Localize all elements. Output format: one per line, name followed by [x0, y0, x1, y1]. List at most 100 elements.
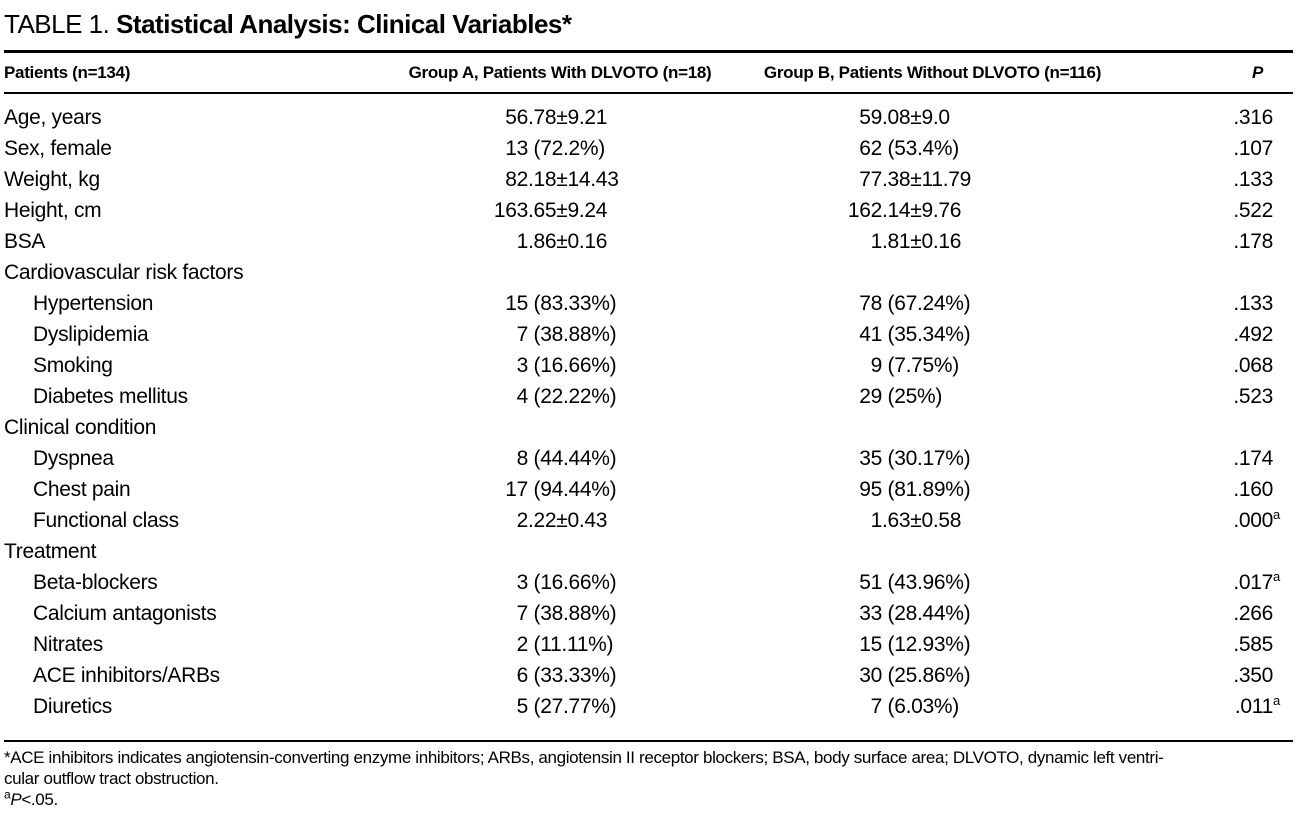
table-row: Chest pain 17 (94.44%) 95 (81.89%) .160 [4, 474, 1293, 505]
group-b-value: 41 (35.34%) [859, 323, 971, 346]
clinical-variables-table: TABLE 1. Statistical Analysis: Clinical … [0, 8, 1297, 810]
p-value: .266 [1233, 602, 1273, 625]
group-a-value: 7 (38.88%) [516, 602, 617, 625]
group-a-value: 7 (38.88%) [516, 323, 617, 346]
group-b-value: 33 (28.44%) [859, 602, 971, 625]
group-b-value: 30 (25.86%) [859, 664, 971, 687]
group-b-value: 1.63±0.58 [870, 509, 962, 532]
rule-header [4, 92, 1293, 94]
group-b-value: 7 (6.03%) [870, 695, 960, 718]
table-number: TABLE 1. [4, 9, 117, 39]
group-b-value: 1.81±0.16 [870, 230, 962, 253]
table-title-text: Statistical Analysis: Clinical Variables… [116, 9, 572, 39]
table-row: ACE inhibitors/ARBs 6 (33.33%) 30 (25.86%)… [4, 660, 1293, 691]
table-row: BSA 1.86±0.16 1.81±0.16 .178 [4, 226, 1293, 257]
table-row: Smoking 3 (16.66%) 9 (7.75%) .068 [4, 350, 1293, 381]
group-a-value: 13 (72.2%) [505, 137, 605, 160]
group-b-value [720, 536, 1145, 567]
table-row: Diabetes mellitus 4 (22.22%) 29 (25%) .523 [4, 381, 1293, 412]
table-row: Dyslipidemia 7 (38.88%) 41 (35.34%) .492 [4, 319, 1293, 350]
group-a-value [400, 257, 720, 288]
row-label: BSA [4, 230, 46, 253]
group-a-value: 1.86±0.16 [516, 230, 608, 253]
row-label: Diuretics [33, 695, 112, 718]
p-value: .585 [1233, 633, 1273, 656]
rule-bottom [4, 740, 1293, 742]
column-header-group-b: Group B, Patients Without DLVOTO (n=116) [763, 63, 1102, 82]
group-b-value: 59.08±9.0 [859, 106, 950, 129]
p-value [1145, 536, 1293, 567]
row-label: Functional class [33, 509, 179, 532]
group-b-value [720, 412, 1145, 443]
table-title: TABLE 1. Statistical Analysis: Clinical … [4, 8, 1293, 40]
group-b-value: 78 (67.24%) [859, 292, 971, 315]
p-value: .316 [1233, 106, 1273, 129]
section-row: Treatment [4, 536, 1293, 567]
row-label: Beta-blockers [33, 571, 158, 594]
group-a-value: 3 (16.66%) [516, 354, 617, 377]
group-b-value: 95 (81.89%) [859, 478, 971, 501]
group-b-value: 51 (43.96%) [859, 571, 971, 594]
footnote-line-1: *ACE inhibitors indicates angiotensin-co… [4, 748, 1164, 767]
table-row: Weight, kg 82.18±14.43 77.38±11.79 .133 [4, 164, 1293, 195]
p-value: .160 [1233, 478, 1273, 501]
p-value: .174 [1233, 447, 1273, 470]
footnotes: *ACE inhibitors indicates angiotensin-co… [4, 747, 1293, 810]
row-label: Smoking [33, 354, 113, 377]
group-a-value: 17 (94.44%) [505, 478, 617, 501]
row-label: Diabetes mellitus [33, 385, 188, 408]
section-label: Treatment [4, 540, 97, 563]
table-row: Hypertension 15 (83.33%) 78 (67.24%) .133 [4, 288, 1293, 319]
p-value: .350 [1233, 664, 1273, 687]
group-a-value: 3 (16.66%) [516, 571, 617, 594]
table-row: Sex, female 13 (72.2%) 62 (53.4%) .107 [4, 133, 1293, 164]
group-b-value [720, 257, 1145, 288]
group-a-value: 4 (22.22%) [516, 385, 617, 408]
group-a-value: 5 (27.77%) [516, 695, 617, 718]
row-label: Age, years [4, 106, 102, 129]
rule-top [4, 50, 1293, 53]
group-a-value: 8 (44.44%) [516, 447, 617, 470]
group-b-value: 77.38±11.79 [859, 168, 972, 191]
row-label: ACE inhibitors/ARBs [33, 664, 220, 687]
significance-marker: a [4, 787, 11, 802]
group-b-value: 15 (12.93%) [859, 633, 971, 656]
group-a-value: 56.78±9.21 [505, 106, 608, 129]
p-value: .133 [1233, 168, 1273, 191]
p-value: .492 [1233, 323, 1273, 346]
p-value: .133 [1233, 292, 1273, 315]
row-label: Chest pain [33, 478, 131, 501]
section-row: Clinical condition [4, 412, 1293, 443]
table-row: Beta-blockers 3 (16.66%) 51 (43.96%) .017a [4, 567, 1293, 598]
group-a-value: 2 (11.11%) [516, 633, 614, 656]
row-label: Nitrates [33, 633, 103, 656]
footnote-line-2: cular outflow tract obstruction. [4, 769, 219, 788]
section-row: Cardiovascular risk factors [4, 257, 1293, 288]
group-b-value: 29 (25%) [859, 385, 943, 408]
group-a-value: 15 (83.33%) [505, 292, 617, 315]
row-label: Weight, kg [4, 168, 100, 191]
section-label: Clinical condition [4, 416, 157, 439]
p-value: .107 [1233, 137, 1273, 160]
p-value: .522 [1233, 199, 1273, 222]
column-header-p: P [1251, 63, 1263, 82]
p-value: .068 [1233, 354, 1273, 377]
group-a-value: 82.18±14.43 [505, 168, 619, 191]
group-b-value: 35 (30.17%) [859, 447, 971, 470]
group-a-value: 2.22±0.43 [516, 509, 608, 532]
row-label: Height, cm [4, 199, 102, 222]
table-row: Height, cm 163.65±9.24 162.14±9.76 .522 [4, 195, 1293, 226]
group-a-value [400, 536, 720, 567]
table-row: Dyspnea 8 (44.44%) 35 (30.17%) .174 [4, 443, 1293, 474]
group-b-value: 9 (7.75%) [870, 354, 960, 377]
section-label: Cardiovascular risk factors [4, 261, 244, 284]
table-row: Calcium antagonists 7 (38.88%) 33 (28.44%)… [4, 598, 1293, 629]
significance-threshold: <.05. [21, 790, 58, 809]
row-label: Sex, female [4, 137, 112, 160]
p-value [1145, 257, 1293, 288]
table-row: Age, years 56.78±9.21 59.08±9.0 .316 [4, 102, 1293, 133]
p-value [1145, 412, 1293, 443]
table-row: Diuretics 5 (27.77%) 7 (6.03%) .011a [4, 691, 1293, 722]
group-a-value [400, 412, 720, 443]
group-a-value: 163.65±9.24 [493, 199, 608, 222]
